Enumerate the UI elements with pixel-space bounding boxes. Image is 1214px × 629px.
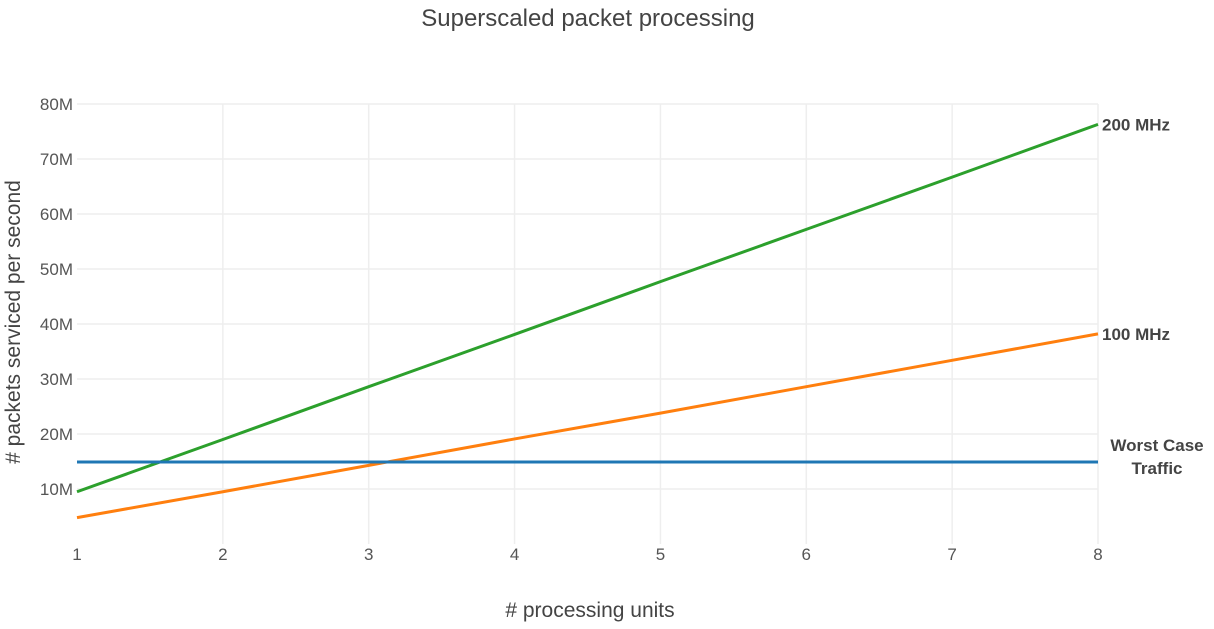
series-line-100-mhz (76, 332, 1099, 520)
x-tick-label: 5 (656, 545, 665, 564)
x-tick-label: 8 (1093, 545, 1102, 564)
y-gridlines (77, 103, 1098, 490)
series-labels: 200 MHz 100 MHz Worst Case Traffic (1102, 115, 1204, 478)
x-tick-label: 7 (947, 545, 956, 564)
x-tick-label: 1 (72, 545, 81, 564)
y-axis-title: # packets serviced per second (2, 180, 25, 464)
series-label-200-mhz: 200 MHz (1102, 115, 1170, 134)
y-axis-ticks: 10M 20M 30M 40M 50M 60M 70M 80M (40, 95, 73, 499)
series-line-200-mhz (76, 122, 1099, 494)
x-axis-title: # processing units (505, 599, 674, 622)
y-tick-label: 60M (40, 205, 73, 224)
chart-title: Superscaled packet processing (421, 5, 755, 32)
y-tick-label: 40M (40, 315, 73, 334)
x-tick-label: 6 (802, 545, 811, 564)
series-label-100-mhz: 100 MHz (1102, 325, 1170, 344)
y-tick-label: 20M (40, 425, 73, 444)
y-tick-label: 10M (40, 480, 73, 499)
x-tick-label: 4 (510, 545, 519, 564)
y-tick-label: 50M (40, 260, 73, 279)
x-tick-label: 3 (364, 545, 373, 564)
y-tick-label: 30M (40, 370, 73, 389)
x-tick-label: 2 (218, 545, 227, 564)
x-axis-ticks: 1 2 3 4 5 6 7 8 (72, 545, 1102, 564)
series-label-worst-case-traffic: Worst Case Traffic (1110, 436, 1203, 478)
y-tick-label: 70M (40, 150, 73, 169)
y-tick-label: 80M (40, 95, 73, 114)
series-lines (76, 122, 1099, 520)
